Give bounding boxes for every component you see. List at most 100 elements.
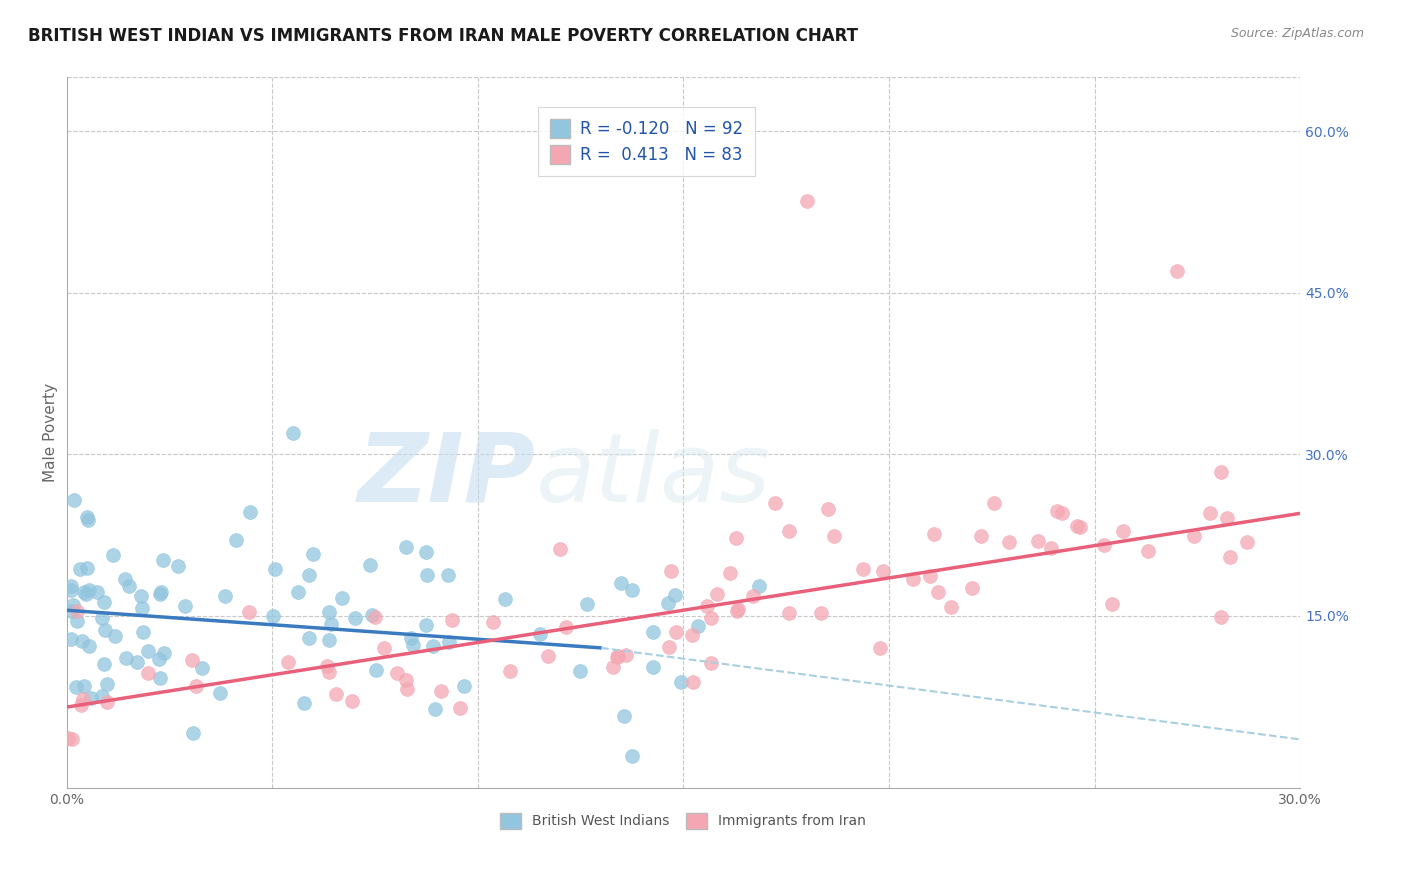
- Point: [425, 702, 447, 716]
- Point: [70, 698, 93, 713]
- Point: [318, 665, 340, 679]
- Point: [399, 631, 422, 645]
- Point: [1112, 524, 1135, 539]
- Point: [395, 673, 418, 687]
- Point: [76, 561, 98, 575]
- Point: [361, 608, 384, 623]
- Point: [91, 611, 114, 625]
- Point: [664, 587, 686, 601]
- Point: [132, 625, 155, 640]
- Point: [302, 547, 325, 561]
- Point: [94, 623, 117, 637]
- Point: [700, 656, 723, 670]
- Point: [682, 675, 704, 690]
- Point: [103, 548, 125, 562]
- Point: [700, 611, 723, 625]
- Point: [298, 631, 321, 645]
- Point: [872, 564, 894, 578]
- Point: [665, 624, 688, 639]
- Point: [441, 613, 464, 627]
- Point: [706, 587, 728, 601]
- Point: [184, 679, 207, 693]
- Point: [1211, 466, 1233, 480]
- Text: BRITISH WEST INDIAN VS IMMIGRANTS FROM IRAN MALE POVERTY CORRELATION CHART: BRITISH WEST INDIAN VS IMMIGRANTS FROM I…: [28, 27, 858, 45]
- Point: [1182, 529, 1205, 543]
- Point: [415, 618, 437, 632]
- Point: [91, 689, 114, 703]
- Point: [658, 640, 681, 655]
- Point: [970, 529, 993, 543]
- Point: [1219, 550, 1241, 565]
- Point: [330, 591, 353, 606]
- Point: [239, 505, 262, 519]
- Point: [529, 627, 551, 641]
- Point: [395, 541, 418, 555]
- Point: [681, 627, 703, 641]
- Text: ZIP: ZIP: [357, 429, 536, 522]
- Point: [208, 686, 231, 700]
- Point: [115, 651, 138, 665]
- Point: [60, 579, 83, 593]
- Point: [494, 592, 516, 607]
- Point: [602, 660, 624, 674]
- Point: [1050, 506, 1073, 520]
- Point: [437, 635, 460, 649]
- Point: [482, 615, 505, 630]
- Point: [364, 663, 387, 677]
- Point: [727, 601, 749, 615]
- Point: [453, 679, 475, 693]
- Point: [960, 581, 983, 595]
- Point: [416, 568, 439, 582]
- Point: [277, 655, 299, 669]
- Point: [181, 653, 204, 667]
- Point: [869, 640, 891, 655]
- Point: [80, 691, 103, 706]
- Point: [449, 700, 471, 714]
- Legend: British West Indians, Immigrants from Iran: British West Indians, Immigrants from Ir…: [495, 807, 872, 834]
- Point: [922, 527, 945, 541]
- Point: [555, 620, 578, 634]
- Point: [741, 589, 763, 603]
- Point: [621, 748, 644, 763]
- Point: [62, 493, 84, 508]
- Y-axis label: Male Poverty: Male Poverty: [44, 383, 58, 483]
- Point: [659, 564, 682, 578]
- Point: [385, 665, 408, 680]
- Point: [610, 576, 633, 591]
- Point: [129, 590, 152, 604]
- Point: [1101, 597, 1123, 611]
- Point: [998, 534, 1021, 549]
- Point: [60, 583, 83, 598]
- Point: [575, 597, 598, 611]
- Point: [136, 665, 159, 680]
- Point: [93, 595, 115, 609]
- Point: [1236, 534, 1258, 549]
- Point: [901, 572, 924, 586]
- Point: [927, 585, 949, 599]
- Point: [181, 726, 204, 740]
- Point: [76, 510, 98, 524]
- Point: [607, 648, 630, 663]
- Point: [136, 644, 159, 658]
- Point: [59, 604, 82, 618]
- Point: [1039, 541, 1062, 556]
- Point: [402, 638, 425, 652]
- Point: [437, 568, 460, 582]
- Point: [614, 648, 637, 662]
- Point: [325, 687, 347, 701]
- Point: [174, 599, 197, 614]
- Point: [725, 604, 748, 618]
- Point: [93, 657, 115, 672]
- Point: [499, 664, 522, 678]
- Point: [167, 559, 190, 574]
- Point: [641, 660, 664, 674]
- Point: [796, 194, 818, 209]
- Point: [1209, 610, 1232, 624]
- Point: [148, 651, 170, 665]
- Point: [287, 585, 309, 599]
- Point: [315, 659, 337, 673]
- Point: [1046, 503, 1069, 517]
- Point: [606, 649, 628, 664]
- Point: [430, 684, 453, 698]
- Point: [318, 632, 340, 647]
